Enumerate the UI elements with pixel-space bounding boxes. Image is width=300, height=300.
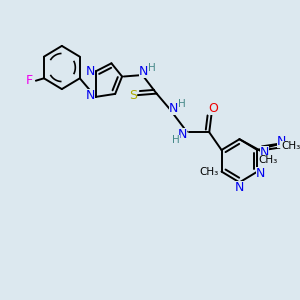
Text: N: N [178,128,187,141]
Text: N: N [235,181,244,194]
Text: CH₃: CH₃ [281,141,300,151]
Text: S: S [129,88,137,102]
Text: O: O [208,102,218,115]
Text: F: F [26,74,33,87]
Text: N: N [86,89,95,102]
Text: N: N [139,65,148,78]
Text: N: N [86,65,95,78]
Text: H: H [178,99,185,110]
Text: CH₃: CH₃ [259,154,278,165]
Text: N: N [256,167,266,180]
Text: N: N [260,146,269,159]
Text: CH₃: CH₃ [200,167,219,177]
Text: N: N [277,134,286,148]
Text: H: H [172,135,180,145]
Text: N: N [169,102,178,115]
Text: H: H [148,62,155,73]
